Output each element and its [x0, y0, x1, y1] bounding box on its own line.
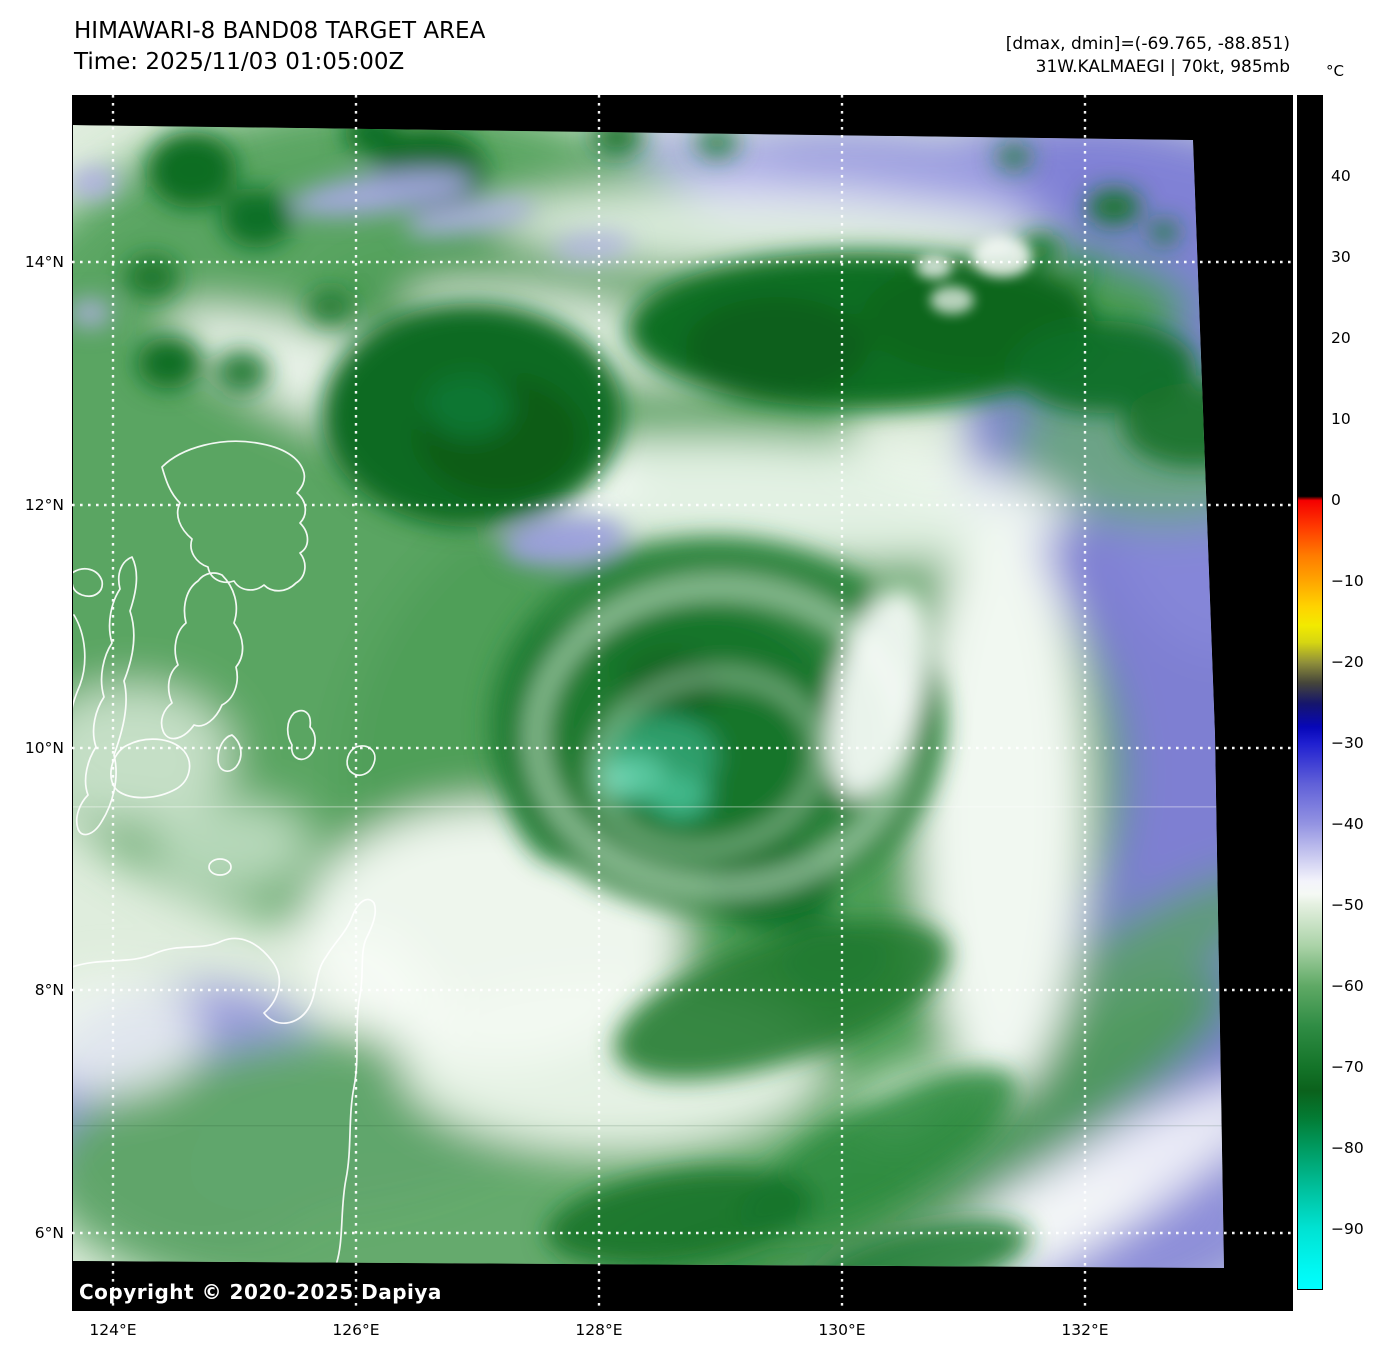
- cbar-tick-m60: −60: [1331, 977, 1364, 995]
- lon-tick-132e: 132°E: [1061, 1321, 1109, 1339]
- lat-tick-10n: 10°N: [24, 739, 64, 757]
- coastline-leyte: [160, 572, 244, 740]
- cbar-tick-m70: −70: [1331, 1058, 1364, 1076]
- lon-tick-124e: 124°E: [89, 1321, 137, 1339]
- temperature-colorbar: [1297, 95, 1323, 1290]
- cbar-tick-20: 20: [1331, 329, 1351, 347]
- coastline-samar: [161, 440, 309, 592]
- cbar-tick-30: 30: [1331, 248, 1351, 266]
- coastline-dinagat: [286, 709, 316, 761]
- cbar-tick-m10: −10: [1331, 572, 1364, 590]
- cloud-field: [73, 125, 1224, 1268]
- cbar-tick-10: 10: [1331, 410, 1351, 428]
- lat-tick-8n: 8°N: [34, 981, 64, 999]
- cbar-tick-0: 0: [1331, 491, 1341, 509]
- cbar-tick-m80: −80: [1331, 1139, 1364, 1157]
- copyright-watermark: Copyright © 2020-2025 Dapiya: [79, 1280, 442, 1304]
- coastline-masbate: [73, 568, 104, 597]
- lat-tick-14n: 14°N: [24, 253, 64, 271]
- scan-line: [73, 1125, 1223, 1127]
- coastline-camiguin: [208, 858, 232, 876]
- time-line: Time: 2025/11/03 01:05:00Z: [74, 49, 405, 75]
- lat-tick-12n: 12°N: [24, 496, 64, 514]
- plot-title: HIMAWARI-8 BAND08 TARGET AREA Time: 2025/…: [74, 16, 485, 78]
- scan-line: [73, 806, 1223, 808]
- lat-tick-6n: 6°N: [34, 1224, 64, 1242]
- satellite-map: Copyright © 2020-2025 Dapiya: [72, 95, 1293, 1311]
- coastline-cebu: [75, 556, 138, 836]
- coastlines: [73, 440, 377, 1268]
- cbar-tick-m20: −20: [1331, 653, 1364, 671]
- dmax-dmin-line: [dmax, dmin]=(-69.765, -88.851): [1005, 34, 1290, 54]
- cbar-tick-m40: −40: [1331, 815, 1364, 833]
- colorbar-unit-label: °C: [1326, 62, 1344, 80]
- storm-info: [dmax, dmin]=(-69.765, -88.851) 31W.KALMA…: [1006, 33, 1290, 79]
- storm-id-line: 31W.KALMAEGI | 70kt, 985mb: [1035, 57, 1290, 77]
- coastline-panaon: [217, 734, 242, 772]
- lon-tick-128e: 128°E: [575, 1321, 623, 1339]
- cbar-tick-m50: −50: [1331, 896, 1364, 914]
- cbar-tick-40: 40: [1331, 167, 1351, 185]
- coastline-siargao: [346, 745, 376, 776]
- coastline-bohol: [110, 738, 191, 799]
- graticule: [72, 95, 1293, 1311]
- coastline-mindanao: [73, 898, 377, 1268]
- title-line: HIMAWARI-8 BAND08 TARGET AREA: [74, 18, 486, 44]
- cbar-tick-m30: −30: [1331, 734, 1364, 752]
- satellite-imagery: [72, 95, 1293, 1311]
- coastline-negros: [73, 614, 86, 712]
- cbar-tick-m90: −90: [1331, 1220, 1364, 1238]
- lon-tick-126e: 126°E: [332, 1321, 380, 1339]
- lon-tick-130e: 130°E: [818, 1321, 866, 1339]
